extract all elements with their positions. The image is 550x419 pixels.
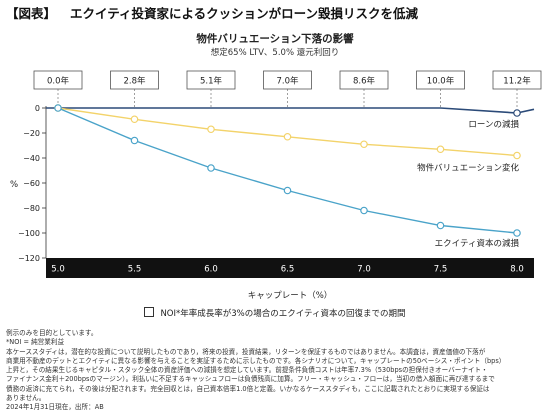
x-tick-label: 6.0 xyxy=(204,265,218,275)
data-point xyxy=(360,206,368,215)
series-line xyxy=(46,107,535,114)
data-point xyxy=(207,164,215,172)
legend: NOI*年率成長率が3%の場合のエクイティ資本の回復までの期間 xyxy=(0,307,550,319)
data-point xyxy=(360,140,368,149)
data-point xyxy=(207,125,215,134)
chart-subtitle: 想定65% LTV、5.0% 還元利回り xyxy=(210,48,340,58)
footnotes: 例示のみを目的としています。 *NOI = 純営業利益 本ケーススタディは，潜在… xyxy=(6,329,546,413)
series-label: 物件バリュエーション変化 xyxy=(417,163,519,174)
recovery-label: 11.2年 xyxy=(503,76,531,87)
y-axis-label: % xyxy=(10,180,18,190)
data-point xyxy=(283,132,292,141)
note-line: 上昇と，その結果生じるキャピタル・スタック全体の資産評価への減損を想定しています… xyxy=(6,366,488,375)
recovery-label: 8.6年 xyxy=(353,76,376,87)
x-tick-label: 7.0 xyxy=(357,265,371,275)
recovery-label: 5.1年 xyxy=(200,76,223,87)
x-tick-label: 7.5 xyxy=(434,265,448,275)
note-line: 本ケーススタディは，潜在的な投資について説明したものであり，将来の投資，投資結果… xyxy=(6,347,486,356)
note-line: 債務の返済に充てられ，その後は分配されます。完全回収とは，自己資本倍率1.0倍と… xyxy=(6,384,490,393)
y-tick-label: −120 xyxy=(18,254,40,263)
data-point xyxy=(130,136,139,145)
recovery-box xyxy=(33,70,83,90)
data-point xyxy=(436,221,445,230)
header-text: エクイティ投資家によるクッションがローン毀損リスクを低減 xyxy=(70,6,419,21)
header-tag: 【図表】 xyxy=(6,6,57,21)
x-tick-label: 5.5 xyxy=(128,265,142,275)
y-tick-label: −60 xyxy=(23,179,40,188)
recovery-box xyxy=(263,70,312,90)
legend-label: NOI*年率成長率が3%の場合のエクイティ資本の回復までの期間 xyxy=(160,309,406,319)
x-tick-label: 6.5 xyxy=(281,265,295,275)
x-tick-label: 8.0 xyxy=(510,265,524,275)
recovery-box xyxy=(110,70,159,90)
data-point xyxy=(283,186,292,195)
recovery-label: 7.0年 xyxy=(276,76,299,87)
y-tick-label: −40 xyxy=(23,154,40,163)
note-line: 2024年1月31日現在，出所：AB xyxy=(6,403,104,412)
series-label: ローンの減損 xyxy=(468,119,519,130)
legend-swatch xyxy=(144,307,155,317)
recovery-box xyxy=(416,70,465,90)
y-tick-label: −20 xyxy=(23,129,40,138)
chart-title: 物件バリュエーション下落の影響 xyxy=(196,33,354,45)
note-line: 商業用不動産のデットとエクイティに異なる影響を与えることを実証するために示したも… xyxy=(6,356,506,365)
y-tick-label: 0 xyxy=(35,104,40,113)
y-tick-label: −80 xyxy=(23,204,40,213)
x-axis-label: キャップレート（%） xyxy=(248,290,333,301)
data-point xyxy=(513,229,521,237)
note-line: *NOI = 純営業利益 xyxy=(6,338,65,347)
recovery-box xyxy=(186,70,236,90)
x-axis-band xyxy=(46,258,534,278)
y-tick-label: −100 xyxy=(18,229,40,238)
data-point xyxy=(130,115,139,124)
recovery-box xyxy=(339,70,389,90)
line-chart: 0.0年 2.8年 5.1年 7.0年 8.6年 10.0年 11.2年 0 −20 −40 −60… xyxy=(10,70,542,301)
recovery-label: 0.0年 xyxy=(47,76,70,87)
recovery-label: 2.8年 xyxy=(123,76,146,87)
note-line: 例示のみを目的としています。 xyxy=(6,329,98,337)
data-point xyxy=(513,109,521,117)
data-point xyxy=(513,151,521,160)
series-label: エクイティ資本の減損 xyxy=(435,238,520,249)
x-tick-label: 5.0 xyxy=(51,265,65,275)
data-point xyxy=(436,145,445,154)
note-line: ファイナンス金利＋200bpsのマージン）。利払いに不足するキャッシュフローは負… xyxy=(6,375,495,384)
data-point xyxy=(54,104,62,112)
recovery-label: 10.0年 xyxy=(427,76,455,87)
recovery-box xyxy=(492,70,542,90)
series-line xyxy=(57,107,518,157)
header-title: 【図表】 エクイティ投資家によるクッションがローン毀損リスクを低減 xyxy=(6,3,418,22)
note-line: ありません。 xyxy=(6,394,46,403)
